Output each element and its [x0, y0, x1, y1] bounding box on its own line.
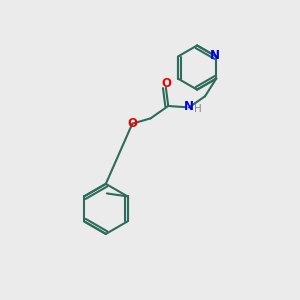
Text: N: N	[210, 50, 220, 62]
Text: N: N	[184, 100, 194, 113]
Text: O: O	[127, 117, 137, 130]
Text: O: O	[161, 77, 171, 90]
Text: H: H	[194, 104, 202, 114]
